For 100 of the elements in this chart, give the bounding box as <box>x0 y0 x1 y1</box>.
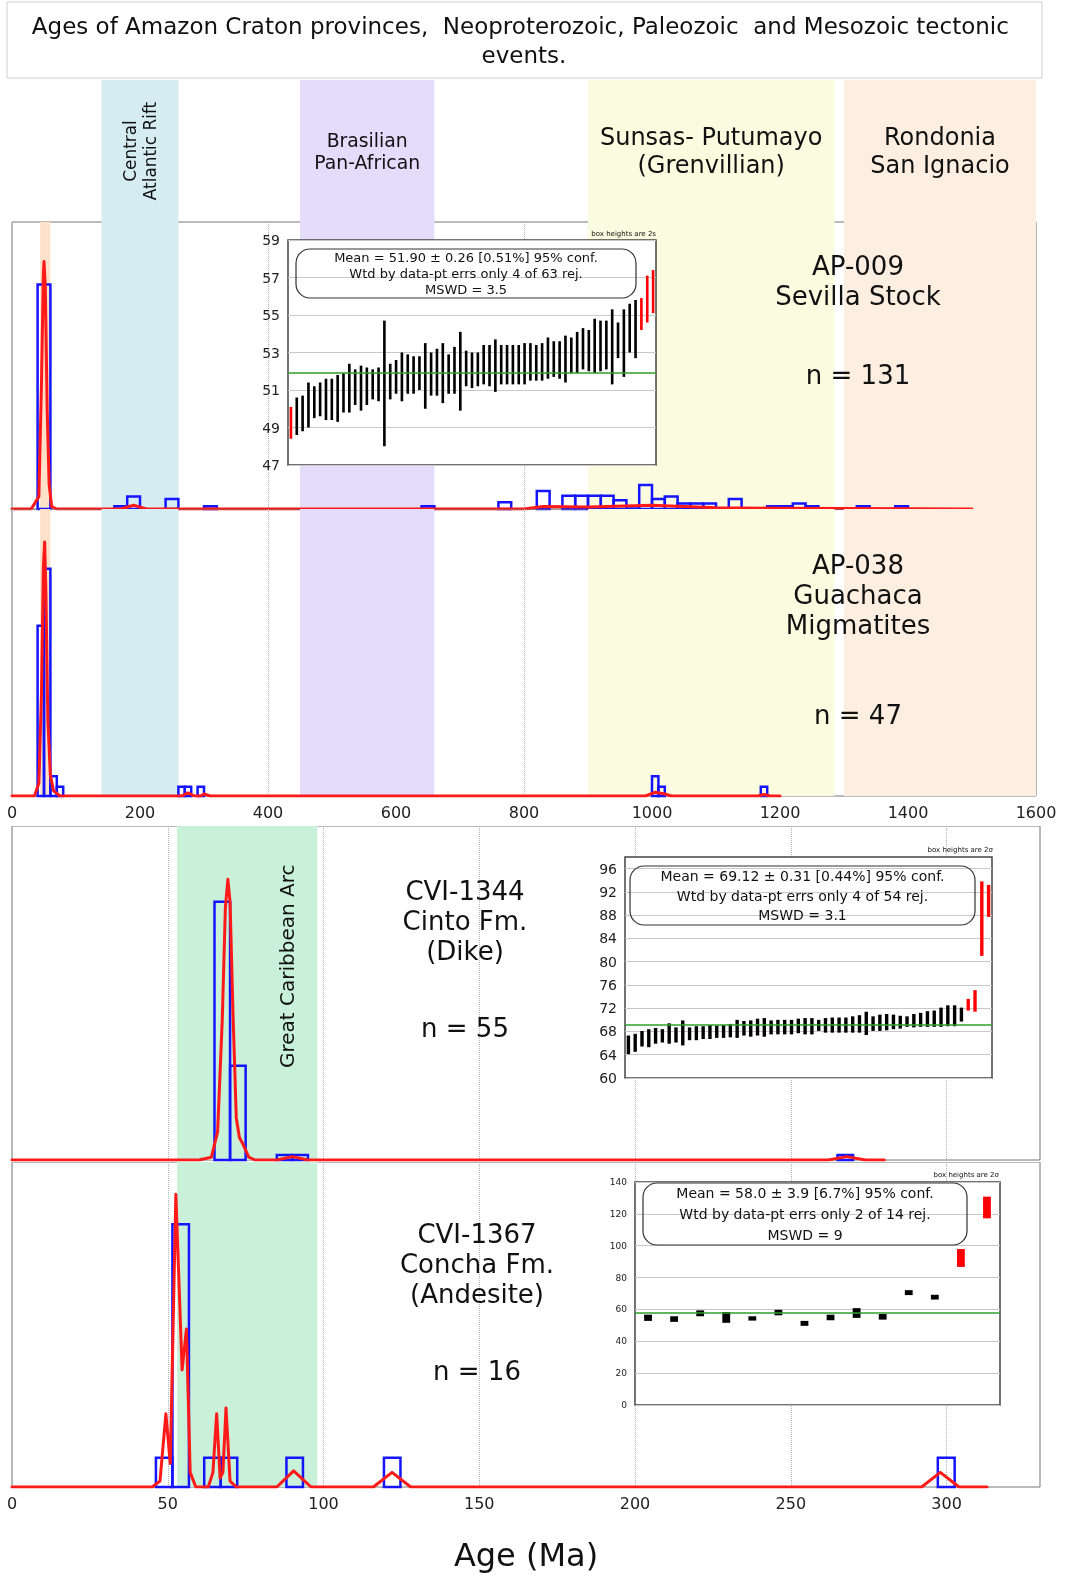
band-label: Central Atlantic Rift <box>120 101 160 201</box>
bar <box>674 1027 678 1043</box>
bar <box>569 337 573 374</box>
bar <box>878 1314 887 1320</box>
annotation: AP-009 Sevilla Stock <box>775 251 941 311</box>
y-tick-label: 68 <box>599 1023 617 1040</box>
x-tick-label: 200 <box>619 1493 651 1513</box>
bar <box>634 300 637 359</box>
bar <box>939 1007 943 1027</box>
bar <box>406 354 410 394</box>
annotation: n = 16 <box>433 1356 521 1386</box>
band-label: Sunsas- Putumayo (Grenvillian) <box>599 123 823 179</box>
x-tick-label: 1200 <box>759 802 801 822</box>
bar <box>558 341 561 379</box>
y-tick-label: 49 <box>262 419 280 436</box>
bar <box>687 1027 692 1041</box>
annotation: Mean = 51.90 ± 0.26 [0.51%] 95% conf. <box>334 249 598 265</box>
bar <box>295 397 299 435</box>
annotation: n = 55 <box>421 1013 509 1043</box>
bar <box>330 378 334 420</box>
bar <box>564 335 567 383</box>
bar <box>640 1030 644 1047</box>
annotation: MSWD = 9 <box>767 1226 843 1243</box>
bar <box>645 275 649 323</box>
x-tick-label: 0 <box>6 1493 18 1513</box>
bar <box>523 343 526 385</box>
y-tick-label: 76 <box>599 976 618 993</box>
x-tick-label: 150 <box>464 1493 495 1513</box>
annotation: n = 47 <box>814 700 902 730</box>
annotation: Mean = 69.12 ± 0.31 [0.44%] 95% conf. <box>660 867 945 884</box>
bar <box>956 1249 965 1267</box>
y-tick-label: 60 <box>599 1070 617 1086</box>
band-label: Great Caribbean Arc <box>275 864 300 1069</box>
bar <box>904 1290 913 1296</box>
bar <box>670 1316 679 1322</box>
bar <box>447 354 450 394</box>
annotation: n = 131 <box>805 360 911 390</box>
y-tick-label: 55 <box>262 307 280 323</box>
annotation: Wtd by data-pt errs only 4 of 63 rej. <box>349 266 583 281</box>
bar <box>644 1314 652 1321</box>
bar <box>800 1320 809 1326</box>
annotation: CVI-1367 Concha Fm. (Andesite) <box>399 1219 555 1309</box>
bar <box>377 367 380 402</box>
y-tick-label: 80 <box>615 1272 628 1283</box>
annotation: Wtd by data-pt errs only 4 of 54 rej. <box>676 887 929 904</box>
y-tick-label: 140 <box>609 1177 628 1187</box>
bar <box>653 1027 658 1044</box>
bar <box>633 1033 637 1052</box>
bar <box>628 303 632 353</box>
x-tick-label: 200 <box>124 802 156 822</box>
bar <box>494 339 497 392</box>
bar <box>348 363 351 413</box>
y-tick-label: 40 <box>615 1336 628 1347</box>
annotation: MSWD = 3.5 <box>424 282 508 298</box>
x-tick-label: 300 <box>931 1493 962 1513</box>
bar <box>667 1023 671 1044</box>
bar <box>701 1026 705 1040</box>
bar <box>418 356 421 390</box>
x-tick-label: 1400 <box>887 802 929 822</box>
x-tick-label: 250 <box>775 1493 807 1513</box>
bar <box>301 395 304 432</box>
y-tick-label: 100 <box>609 1240 628 1251</box>
bar <box>312 386 316 419</box>
y-tick-label: 51 <box>262 382 280 398</box>
bar <box>336 375 339 422</box>
y-tick-label: 80 <box>599 953 617 970</box>
x-tick-label: 0 <box>6 802 18 822</box>
y-tick-label: 96 <box>599 860 618 877</box>
bar <box>605 320 608 370</box>
y-tick-label: 60 <box>615 1304 628 1315</box>
y-tick-label: 53 <box>262 344 280 361</box>
bar <box>983 1196 991 1219</box>
y-tick-label: 92 <box>599 883 617 900</box>
annotation: CVI-1344 Cinto Fm. (Dike) <box>402 876 528 966</box>
y-tick-label: 47 <box>262 457 280 473</box>
y-tick-label: 20 <box>615 1368 628 1379</box>
bar <box>383 320 386 447</box>
bar <box>459 331 462 411</box>
bar <box>610 309 614 385</box>
band-label: Brasilian Pan-African <box>314 129 421 173</box>
x-tick-label: 600 <box>380 802 412 822</box>
annotation: MSWD = 3.1 <box>758 907 847 924</box>
y-tick-label: 59 <box>262 232 280 248</box>
bar <box>307 382 310 428</box>
bar <box>342 373 345 413</box>
bar <box>640 298 643 330</box>
bar <box>980 881 984 956</box>
bar <box>371 369 375 400</box>
annotation: AP-038 Guachaca Migmatites <box>785 550 931 640</box>
bar <box>966 998 970 1011</box>
y-tick-label: 84 <box>599 930 618 947</box>
bar <box>708 1025 712 1040</box>
x-tick-label: 100 <box>308 1493 339 1513</box>
x-tick-label: 50 <box>157 1493 178 1513</box>
bar <box>593 318 596 374</box>
annotation: Mean = 58.0 ± 3.9 [6.7%] 95% conf. <box>676 1185 934 1202</box>
bar <box>930 1294 939 1300</box>
y-tick-label: 57 <box>262 269 280 286</box>
bar <box>973 990 977 1012</box>
bar <box>388 363 392 400</box>
